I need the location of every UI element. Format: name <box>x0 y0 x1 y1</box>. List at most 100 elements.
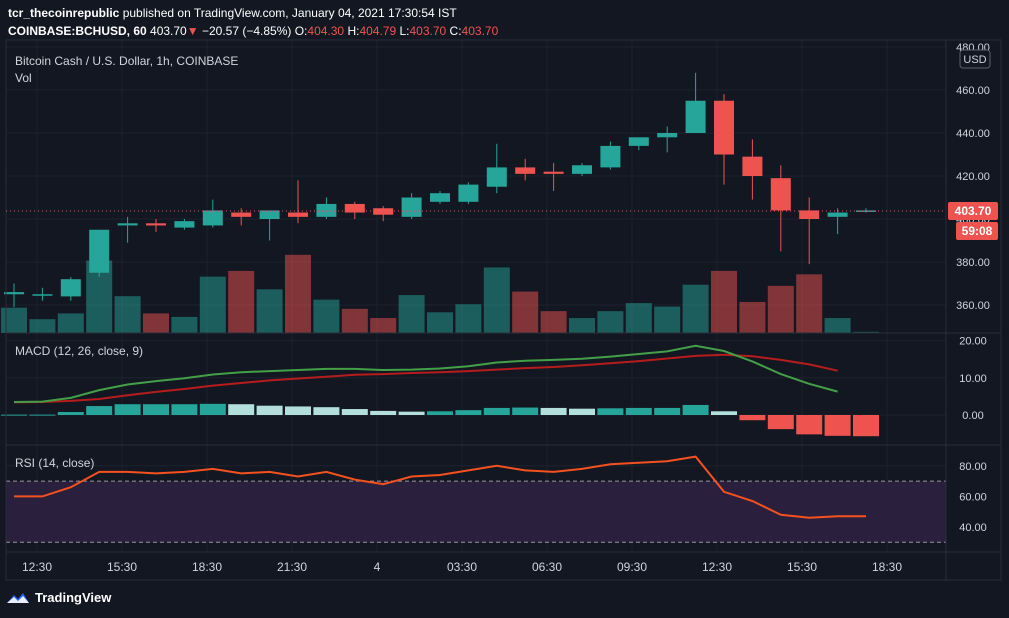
macd-tick-label: 0.00 <box>962 410 983 422</box>
candle-body <box>827 212 848 217</box>
candle-body <box>515 167 536 174</box>
close-value: 403.70 <box>461 24 499 38</box>
last-price-tag: 403.70 <box>948 202 998 220</box>
countdown-tag-text: 59:08 <box>962 224 993 238</box>
rsi-pane <box>6 455 946 543</box>
macd-pane <box>1 344 879 437</box>
price-tick-label: 360.00 <box>956 300 990 312</box>
macd-signal-line <box>13 353 838 404</box>
candle-body <box>628 137 649 146</box>
candle-body <box>259 210 280 219</box>
volume-bar <box>199 276 226 333</box>
high-label: H: <box>347 24 360 38</box>
macd-histogram-bar <box>29 414 56 416</box>
volume-bar <box>796 274 823 333</box>
macd-label: MACD (12, 26, close, 9) <box>15 344 143 358</box>
last-price-tag-text: 403.70 <box>955 204 992 218</box>
macd-histogram-bar <box>313 407 340 415</box>
volume-bar <box>483 267 510 333</box>
low-value: 403.70 <box>409 24 447 38</box>
volume-bar <box>256 289 283 333</box>
candle-body <box>799 210 820 219</box>
macd-histogram-bar <box>1 414 27 416</box>
volume-bar <box>569 318 595 333</box>
candle-body <box>89 229 110 273</box>
macd-histogram-bar <box>57 412 84 415</box>
countdown-tag: 59:08 <box>956 222 998 240</box>
volume-bar <box>455 304 482 333</box>
volume-bar <box>57 313 84 333</box>
candle-body <box>600 145 621 168</box>
macd-histogram-bar <box>427 411 453 415</box>
low-label: L: <box>399 24 410 38</box>
tradingview-logo[interactable]: TradingView <box>6 590 111 605</box>
tradingview-logo-icon <box>7 592 29 603</box>
macd-histogram-bar <box>540 407 567 415</box>
volume-bar <box>171 316 198 333</box>
candle-body <box>146 223 166 226</box>
price-change: −20.57 (−4.85%) <box>201 24 292 38</box>
volume-bar <box>427 312 453 333</box>
countdown-tag-bg <box>956 222 998 240</box>
volume-label: Vol <box>15 71 32 85</box>
time-tick-label: 15:30 <box>787 560 817 574</box>
down-arrow-icon: ▼ <box>186 24 199 38</box>
macd-histogram-bar <box>682 404 709 415</box>
candle-body <box>60 279 81 297</box>
price-tick-label: 460.00 <box>956 85 990 97</box>
volume-bar <box>143 313 169 333</box>
volume-bar <box>739 301 766 333</box>
candlesticks <box>4 72 876 308</box>
macd-tick-label: 10.00 <box>959 373 987 385</box>
macd-histogram-bar <box>256 405 283 415</box>
volume-bar <box>398 295 425 333</box>
macd-histogram-bar <box>739 415 766 421</box>
volume-bar <box>824 318 851 333</box>
currency-button[interactable]: USD <box>959 49 991 69</box>
volume-bar <box>1 307 27 333</box>
macd-histogram-bar <box>143 404 169 415</box>
volume-bar <box>228 270 255 333</box>
macd-histogram-bar <box>625 407 652 415</box>
volume-bar <box>341 308 368 333</box>
candle-body <box>174 221 195 228</box>
publish-line: tcr_thecoinrepublic published on Trading… <box>8 4 498 22</box>
macd-tick-label: 20.00 <box>959 336 987 348</box>
author-name[interactable]: tcr_thecoinrepublic <box>8 6 120 20</box>
quote-line: COINBASE:BCHUSD, 60 403.70▼ −20.57 (−4.8… <box>8 22 498 40</box>
candle-body <box>202 210 223 226</box>
volume-bar <box>853 331 879 333</box>
macd-histogram-bar <box>796 415 823 435</box>
volume-bar <box>370 318 397 333</box>
macd-histogram-bar <box>483 407 510 415</box>
macd-histogram-bar <box>711 411 737 415</box>
candle-body <box>430 193 450 202</box>
macd-histogram-bar <box>824 415 851 436</box>
last-price-tag-bg <box>948 202 998 220</box>
currency-button-label: USD <box>963 54 986 66</box>
time-tick-label: 03:30 <box>447 560 477 574</box>
axes <box>5 39 1002 581</box>
rsi-tick-label: 60.00 <box>959 491 987 503</box>
time-tick-label: 12:30 <box>702 560 732 574</box>
last-price: 403.70 <box>150 24 187 38</box>
rsi-label: RSI (14, close) <box>15 456 94 470</box>
rsi-tick-label: 40.00 <box>959 522 987 534</box>
macd-histogram-bar <box>171 404 198 415</box>
volume-bar <box>682 284 709 333</box>
price-tick-label: 420.00 <box>956 171 990 183</box>
candle-body <box>458 184 479 202</box>
chart-header: tcr_thecoinrepublic published on Trading… <box>8 4 498 40</box>
time-tick-label: 15:30 <box>107 560 137 574</box>
chart-frame <box>5 39 1002 581</box>
candle-body <box>543 171 564 174</box>
macd-histogram-bar <box>512 407 539 415</box>
volume-bar <box>114 296 141 333</box>
volume-bars <box>1 254 879 333</box>
volume-bar <box>625 303 652 333</box>
macd-histogram-bar <box>398 411 425 415</box>
volume-bar <box>285 254 311 333</box>
volume-bar <box>597 311 624 333</box>
candle-body <box>288 212 308 217</box>
